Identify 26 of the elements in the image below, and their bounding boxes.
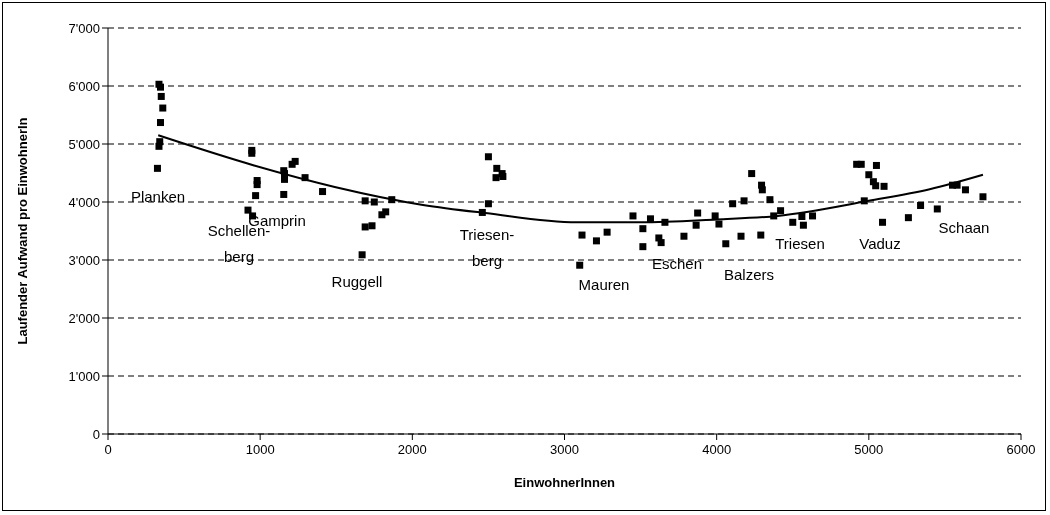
- annotation: Planken: [130, 187, 186, 205]
- annotation: Balzers: [723, 265, 775, 283]
- y-tick-label: 3'000: [68, 252, 100, 268]
- y-tick-label: 1'000: [68, 368, 100, 384]
- x-tick-label: 2000: [397, 442, 427, 457]
- x-axis-title: EinwohnerInnen: [513, 475, 616, 490]
- y-tick-label: 2'000: [68, 310, 100, 326]
- y-tick-label: 6'000: [68, 78, 100, 94]
- x-tick-label: 0: [104, 442, 112, 457]
- y-tick-label: 4'000: [68, 194, 100, 210]
- x-tick-label: 3000: [550, 442, 579, 457]
- annotation: Mauren: [578, 275, 630, 293]
- annotation: Eschen: [651, 254, 703, 272]
- x-tick-label: 6000: [1006, 442, 1036, 457]
- x-tick-label: 5000: [854, 442, 884, 457]
- y-axis-title: Laufender Aufwand pro EinwohnerIn: [14, 117, 30, 345]
- annotation: Schaan: [938, 218, 990, 236]
- annotation: Vaduz: [859, 234, 901, 252]
- annotation: Triesen- berg: [459, 225, 515, 269]
- y-tick-label: 0: [92, 426, 100, 442]
- annotation: Triesen: [775, 234, 825, 252]
- x-tick-label: 1000: [245, 442, 275, 457]
- y-tick-label: 5'000: [68, 136, 100, 152]
- y-tick-label: 7'000: [68, 20, 100, 36]
- x-tick-label: 4000: [702, 442, 732, 457]
- annotation: Ruggell: [331, 272, 383, 290]
